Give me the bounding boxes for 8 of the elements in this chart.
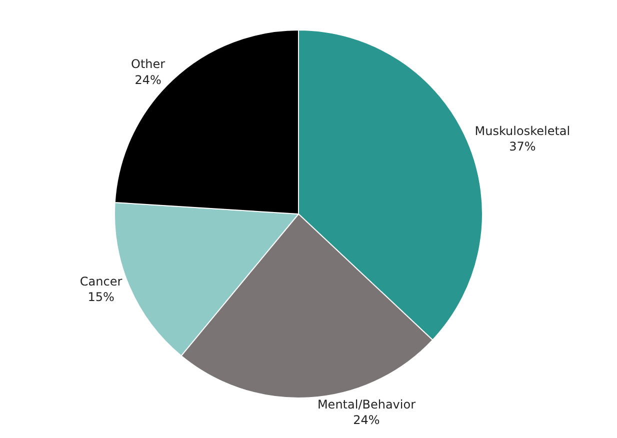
slice-label: Muskuloskeletal: [474, 124, 570, 138]
data-label: 24%: [134, 72, 162, 87]
data-label: 37%: [509, 139, 536, 154]
slice-label: Cancer: [80, 274, 122, 289]
slice-label: Other: [131, 57, 166, 72]
slice-label: Mental/Behavior: [317, 398, 416, 412]
data-label: 15%: [88, 290, 114, 304]
data-label: 24%: [353, 413, 380, 428]
